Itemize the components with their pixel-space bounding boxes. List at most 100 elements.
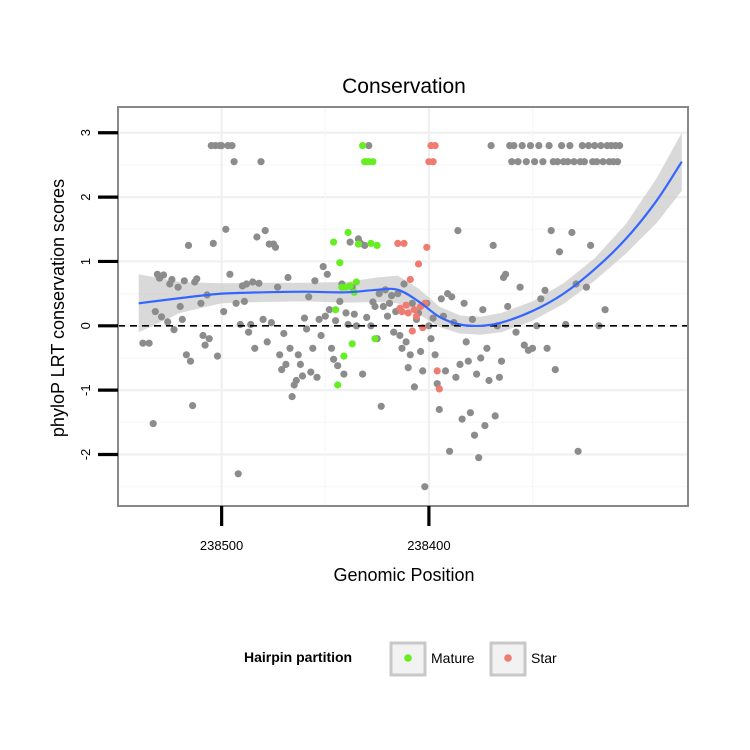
point-other (284, 273, 292, 282)
point-other (383, 312, 392, 320)
point-other (584, 142, 593, 150)
point-other (317, 331, 325, 340)
point-other (408, 299, 416, 307)
point-other (180, 277, 188, 285)
point-mature (367, 239, 375, 247)
point-other (537, 295, 545, 303)
point-other (553, 158, 562, 166)
point-other (218, 142, 226, 150)
point-other (508, 158, 516, 166)
point-star (398, 308, 406, 316)
point-other (385, 299, 394, 307)
point-other (298, 372, 307, 380)
point-star (400, 239, 408, 247)
y-tick-label: 0 (78, 322, 93, 329)
point-other (230, 158, 238, 166)
point-other (274, 283, 282, 291)
point-other (313, 373, 321, 381)
point-other (377, 402, 385, 410)
point-other (481, 422, 489, 430)
point-other (352, 322, 360, 330)
point-other (379, 302, 387, 311)
point-other (487, 142, 495, 150)
point-other (531, 158, 539, 166)
point-other (300, 314, 309, 322)
point-other (417, 347, 425, 356)
point-other (421, 483, 429, 491)
point-other (473, 370, 481, 378)
point-other (292, 376, 300, 385)
point-other (267, 319, 275, 327)
point-star (406, 275, 414, 284)
point-other (452, 373, 460, 381)
point-other (568, 228, 576, 237)
point-other (491, 412, 499, 420)
confidence-band (138, 132, 682, 335)
point-other (160, 271, 168, 279)
point-other (149, 420, 157, 428)
point-other (286, 344, 294, 352)
point-other (489, 241, 497, 249)
point-other (168, 275, 176, 284)
smooth-fit-line (138, 161, 683, 328)
point-star (412, 312, 421, 320)
point-other (346, 238, 354, 246)
point-other (427, 335, 435, 343)
point-mature (344, 228, 352, 237)
point-other (464, 357, 472, 365)
point-star (429, 158, 437, 166)
point-other (209, 239, 217, 247)
point-mature (332, 306, 340, 314)
point-other (234, 470, 242, 478)
point-other (526, 142, 535, 150)
point-other (468, 315, 476, 323)
point-other (520, 341, 528, 349)
point-other (257, 158, 265, 166)
point-other (400, 280, 408, 288)
point-other (259, 315, 267, 323)
point-other (458, 415, 466, 423)
point-other (174, 283, 182, 291)
point-other (516, 283, 524, 291)
point-other (294, 351, 302, 359)
point-other (535, 142, 543, 150)
point-other (282, 360, 290, 368)
point-other (251, 344, 259, 352)
point-other (363, 313, 371, 321)
y-axis-title: phyloP LRT conservation scores (48, 179, 68, 437)
point-other (477, 354, 485, 362)
point-other (309, 344, 317, 352)
point-other (394, 290, 402, 298)
point-mature (354, 240, 362, 248)
point-other (454, 227, 462, 235)
point-other (456, 360, 464, 368)
point-other (591, 142, 599, 150)
point-other (448, 293, 456, 301)
point-other (170, 326, 178, 334)
point-other (551, 366, 559, 374)
point-other (288, 393, 296, 401)
point-other (495, 373, 503, 381)
point-other (582, 283, 591, 291)
point-other (574, 447, 582, 455)
point-mature (371, 335, 379, 343)
point-other (305, 293, 313, 301)
point-other (311, 277, 319, 285)
point-other (178, 315, 186, 323)
point-other (547, 227, 555, 235)
point-other (327, 344, 336, 352)
point-other (157, 313, 166, 321)
point-star (404, 309, 412, 317)
point-other (462, 338, 470, 346)
point-other (263, 338, 271, 346)
legend-key-mature-box (389, 641, 427, 677)
point-other (580, 158, 589, 166)
point-other (539, 158, 547, 166)
point-star (431, 142, 439, 150)
point-other (616, 142, 624, 150)
point-other (296, 360, 304, 368)
point-other (186, 357, 195, 365)
point-other (541, 286, 549, 294)
point-other (176, 302, 184, 311)
